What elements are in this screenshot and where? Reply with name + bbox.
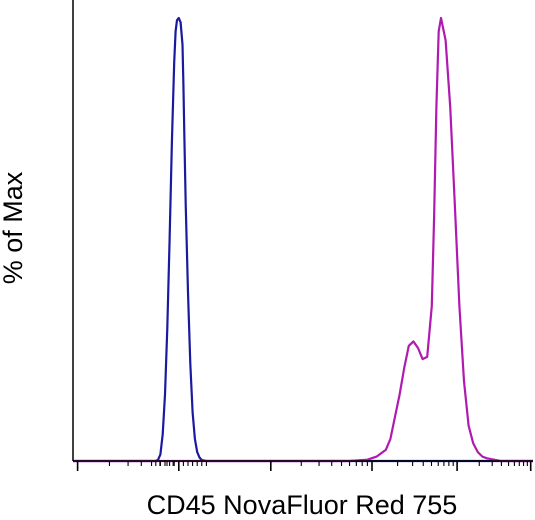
x-axis-ticks (76, 461, 532, 471)
plot-area (73, 16, 533, 463)
y-axis-label: % of Max (0, 171, 28, 284)
x-axis-label: CD45 NovaFluor Red 755 (147, 490, 458, 520)
series-line-1 (73, 16, 533, 463)
series-line-2 (73, 16, 533, 463)
